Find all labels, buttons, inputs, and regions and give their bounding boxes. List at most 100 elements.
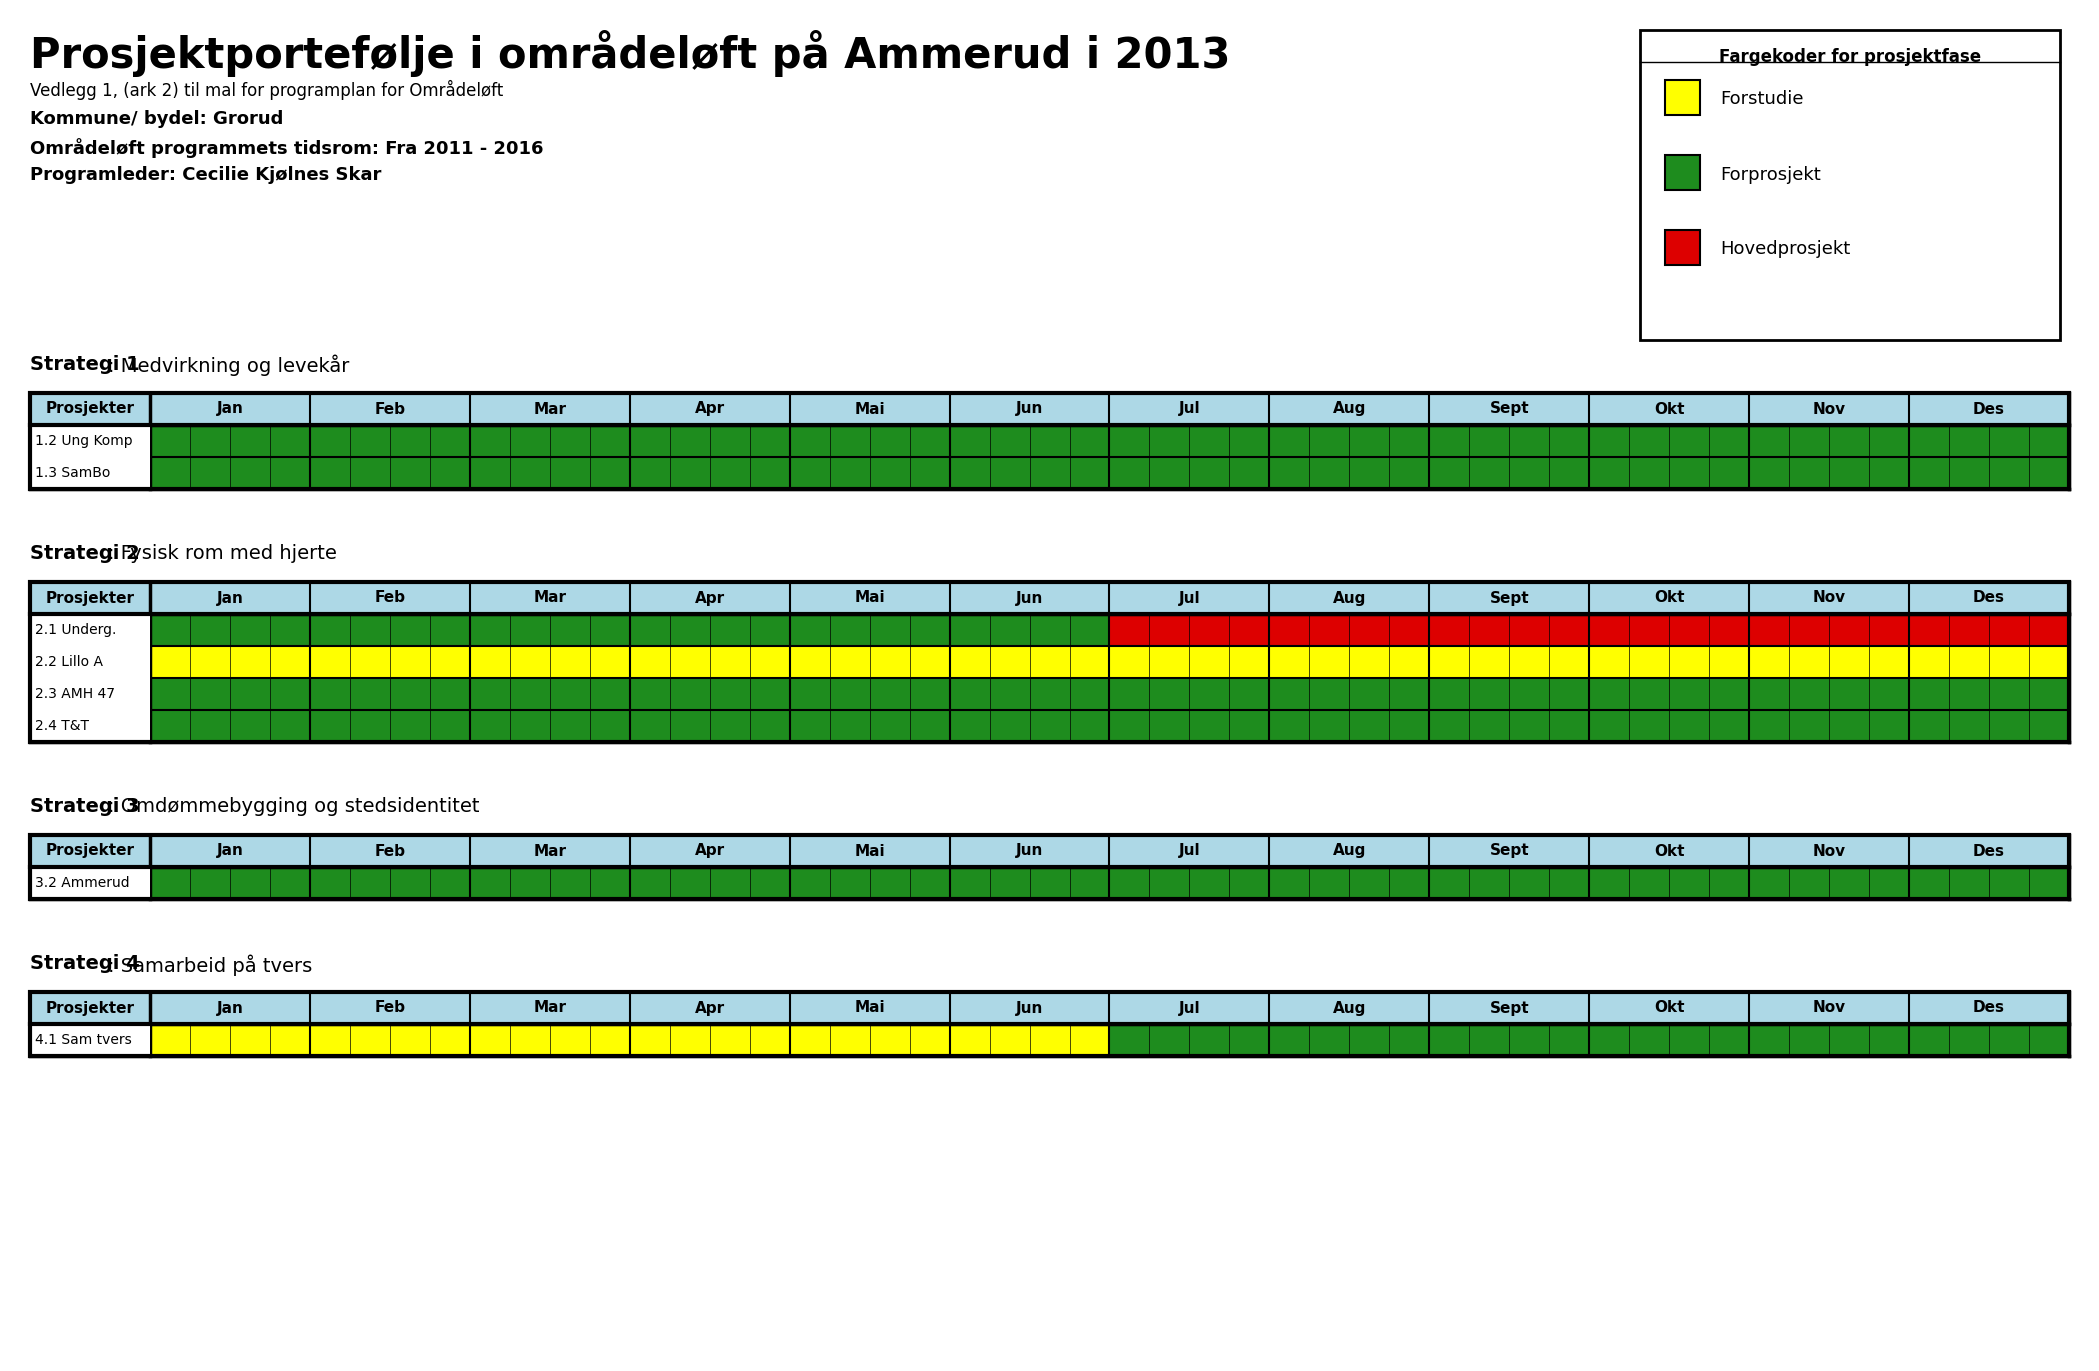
Bar (590, 1024, 630, 1056)
Bar (949, 614, 989, 646)
Bar (1709, 646, 1748, 679)
Bar (749, 710, 789, 742)
Bar (191, 866, 231, 899)
Bar (1350, 679, 1390, 710)
Text: : Samarbeid på tvers: : Samarbeid på tvers (107, 954, 313, 976)
Bar (1509, 614, 1549, 646)
Bar (1230, 679, 1270, 710)
Bar (29, 583, 2070, 614)
Text: Strategi 1: Strategi 1 (29, 355, 141, 374)
Bar (191, 614, 231, 646)
Text: Apr: Apr (695, 591, 724, 606)
Bar (1429, 679, 1469, 710)
Bar (869, 866, 909, 899)
Bar (709, 866, 749, 899)
Bar (271, 866, 311, 899)
Bar (829, 425, 869, 457)
Bar (1150, 614, 1190, 646)
Bar (630, 679, 670, 710)
Bar (1910, 614, 1950, 646)
Bar (670, 646, 709, 679)
Text: Nov: Nov (1814, 591, 1845, 606)
Bar (550, 1024, 590, 1056)
Bar (470, 457, 510, 489)
Bar (149, 710, 191, 742)
Bar (1549, 614, 1589, 646)
Text: Strategi 4: Strategi 4 (29, 954, 141, 973)
Bar (749, 1024, 789, 1056)
Bar (630, 614, 670, 646)
Text: Des: Des (1973, 591, 2005, 606)
Bar (550, 679, 590, 710)
Bar (1509, 679, 1549, 710)
Text: Prosjekter: Prosjekter (46, 591, 134, 606)
Bar (231, 614, 271, 646)
Bar (1549, 457, 1589, 489)
Bar (1910, 425, 1950, 457)
Bar (1070, 457, 1110, 489)
Bar (590, 866, 630, 899)
Bar (749, 679, 789, 710)
Bar (1509, 457, 1549, 489)
Bar (869, 614, 909, 646)
Bar (789, 425, 829, 457)
Bar (949, 457, 989, 489)
Bar (709, 710, 749, 742)
Bar (29, 1024, 149, 1056)
Bar (590, 614, 630, 646)
Text: 1.3 SamBo: 1.3 SamBo (36, 466, 111, 480)
Bar (2030, 1024, 2070, 1056)
Bar (1669, 866, 1709, 899)
Bar (1950, 1024, 1990, 1056)
Text: Programleder: Cecilie Kjølnes Skar: Programleder: Cecilie Kjølnes Skar (29, 166, 382, 184)
Bar (829, 710, 869, 742)
Bar (1230, 1024, 1270, 1056)
Bar (709, 614, 749, 646)
Bar (789, 646, 829, 679)
Bar (590, 425, 630, 457)
Bar (1990, 425, 2030, 457)
Bar (2030, 710, 2070, 742)
Bar (1665, 230, 1700, 265)
Bar (1589, 710, 1629, 742)
Bar (390, 425, 430, 457)
Text: Des: Des (1973, 1001, 2005, 1016)
Text: Des: Des (1973, 843, 2005, 858)
Text: 1.2 Ung Komp: 1.2 Ung Komp (36, 435, 132, 448)
Bar (1549, 425, 1589, 457)
Bar (1910, 866, 1950, 899)
Text: Okt: Okt (1654, 402, 1685, 417)
Bar (29, 614, 149, 646)
Text: Prosjekter: Prosjekter (46, 402, 134, 417)
Bar (430, 866, 470, 899)
Bar (1509, 710, 1549, 742)
Bar (949, 1024, 989, 1056)
Bar (949, 679, 989, 710)
Bar (1029, 425, 1070, 457)
Bar (271, 679, 311, 710)
Text: Jul: Jul (1180, 402, 1201, 417)
Bar (709, 646, 749, 679)
Bar (949, 425, 989, 457)
Bar (311, 1024, 351, 1056)
Bar (271, 710, 311, 742)
Bar (1310, 614, 1350, 646)
Bar (1150, 1024, 1190, 1056)
Bar (510, 679, 550, 710)
Bar (351, 1024, 390, 1056)
Bar (351, 425, 390, 457)
Bar (271, 646, 311, 679)
Bar (1868, 425, 1910, 457)
Bar (630, 646, 670, 679)
Bar (1788, 614, 1828, 646)
Text: Feb: Feb (374, 1001, 405, 1016)
Bar (1868, 679, 1910, 710)
Bar (2030, 679, 2070, 710)
Text: Des: Des (1973, 402, 2005, 417)
Bar (1788, 425, 1828, 457)
Bar (1070, 1024, 1110, 1056)
Bar (351, 710, 390, 742)
Bar (149, 614, 191, 646)
Bar (351, 457, 390, 489)
Text: Jul: Jul (1180, 843, 1201, 858)
